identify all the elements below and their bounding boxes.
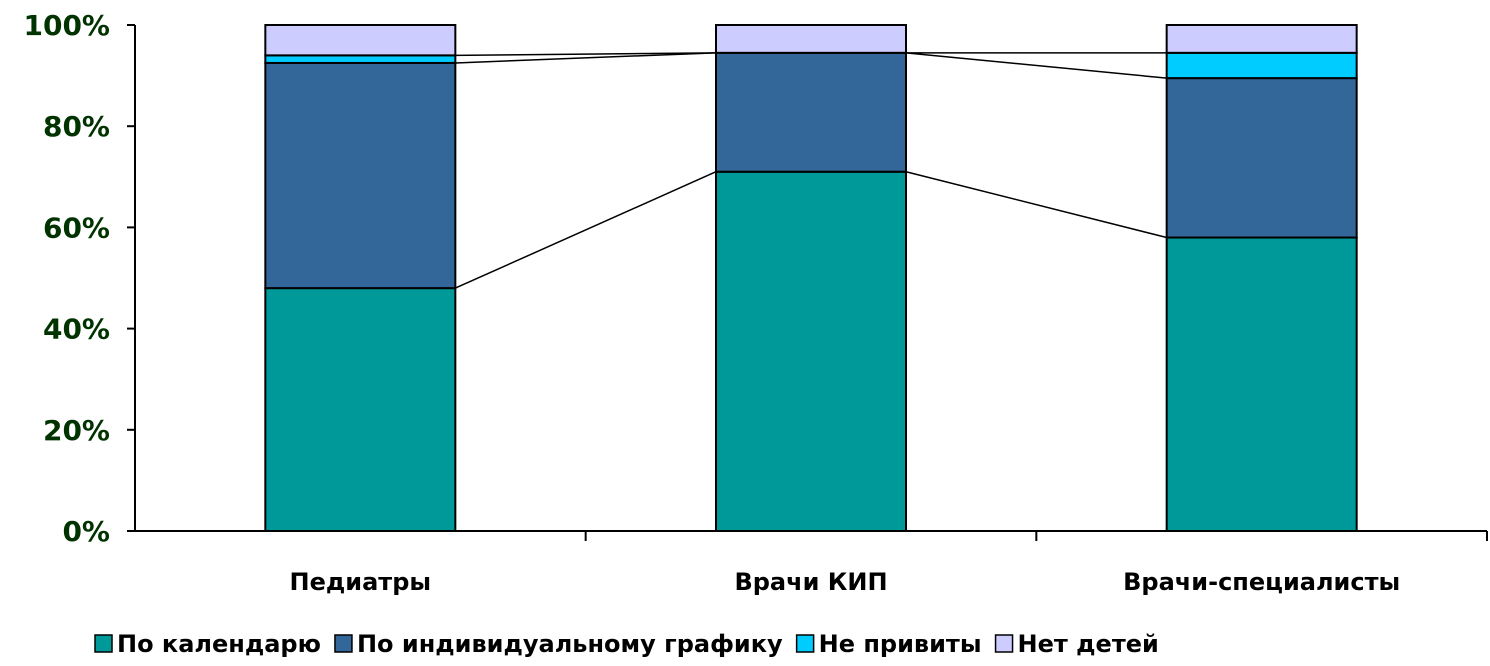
y-tick-label: 80% <box>43 110 110 143</box>
bar-segment-4-1 <box>264 24 457 57</box>
bar-segment-2-1 <box>264 61 457 290</box>
series-line-2-1 <box>455 52 717 64</box>
series-line-1-1 <box>455 171 717 289</box>
x-tick-label: Педиатры <box>290 568 432 596</box>
bar-segment-1-1 <box>264 287 457 532</box>
x-tick-label: Врачи-специалисты <box>1123 568 1400 596</box>
legend-swatch-3 <box>795 634 815 653</box>
series-line-2-2 <box>905 52 1167 79</box>
legend-label-1: По календарю <box>117 630 321 658</box>
series-line-3-1 <box>455 52 717 57</box>
y-tick-label: 60% <box>43 211 110 244</box>
series-lines-layer <box>455 52 1167 289</box>
bar-segment-3-3 <box>1165 51 1358 80</box>
series-line-1-2 <box>905 171 1167 239</box>
y-tick-labels: 0% 20% 40% 60% 80% 100% <box>23 9 110 548</box>
legend: По календарю По индивидуальному графику Не… <box>94 630 1159 658</box>
bar-segment-1-2 <box>715 170 907 533</box>
bar-segment-4-3 <box>1165 24 1358 54</box>
bar-segment-2-3 <box>1165 77 1358 239</box>
bar-segment-4-2 <box>715 24 907 54</box>
legend-label-2: По индивидуальному графику <box>357 630 783 658</box>
axes-layer <box>127 24 1488 541</box>
legend-label-4: Нет детей <box>1018 630 1159 658</box>
y-tick-label: 0% <box>62 515 110 548</box>
legend-label-3: Не привиты <box>819 630 982 658</box>
x-tick-labels: Педиатры Врачи КИП Врачи-специалисты <box>290 568 1401 596</box>
legend-swatch-4 <box>994 634 1014 653</box>
y-tick-label: 40% <box>43 313 110 346</box>
bar-segment-2-2 <box>715 51 907 173</box>
legend-swatch-2 <box>334 634 353 653</box>
x-tick-label: Врачи КИП <box>734 568 887 596</box>
y-tick-label: 20% <box>43 414 110 447</box>
bars-layer <box>264 24 1358 533</box>
bar-segment-3-1 <box>264 54 457 64</box>
bar-segment-1-3 <box>1165 236 1358 533</box>
y-tick-label: 100% <box>23 9 110 42</box>
legend-swatch-1 <box>94 634 113 653</box>
